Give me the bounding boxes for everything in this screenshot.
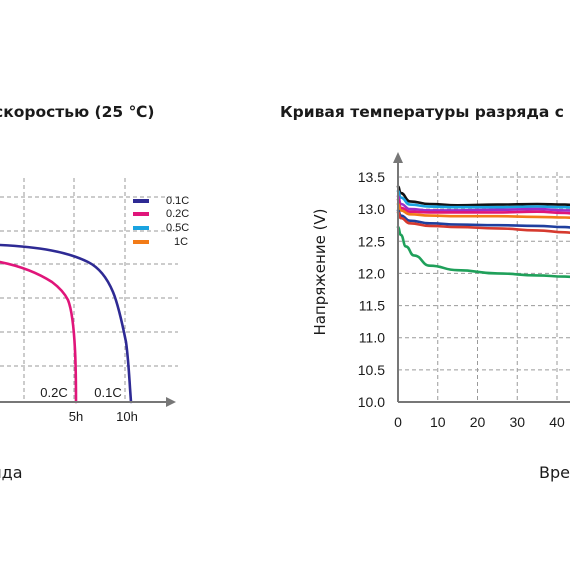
left-gridlines — [0, 178, 178, 402]
right-y-tick-label: 13.5 — [358, 169, 385, 185]
right-series-line-3 — [396, 198, 570, 215]
right-y-tick-label: 10.0 — [358, 394, 385, 410]
right-y-tick-label: 11.5 — [359, 298, 385, 314]
right-y-axis-arrow — [393, 152, 403, 163]
right-x-tick-label: 0 — [394, 414, 402, 430]
right-chart-title: Кривая температуры разряда с р — [280, 103, 570, 121]
right-y-tick-label: 12.0 — [358, 265, 385, 281]
left-x-axis-arrow — [166, 397, 176, 407]
right-y-tick-label: 13.0 — [358, 201, 385, 217]
legend-label-0-2c: 0.2C — [166, 208, 189, 220]
legend-swatch-0-2c — [133, 212, 149, 216]
left-x-tick-5h: 5h — [69, 409, 83, 424]
right-series-line-7 — [396, 225, 570, 279]
left-series-line-0-1C — [0, 243, 133, 404]
legend-swatch-0-1c — [133, 199, 149, 203]
right-series-line-6 — [396, 211, 570, 234]
right-x-tick-label: 30 — [509, 414, 525, 430]
right-x-tick-label: 20 — [470, 414, 486, 430]
legend-label-1c: 1C — [174, 236, 188, 248]
right-x-axis-caption: Вре — [539, 463, 570, 482]
right-y-tick-labels: 13.5 13.0 12.5 12.0 11.5 11.0 10.5 10.0 — [358, 169, 385, 410]
right-x-tick-label: 10 — [430, 414, 446, 430]
right-y-tick-label: 12.5 — [358, 233, 385, 249]
right-series-line-2 — [396, 195, 570, 212]
left-chart: 5h 10h 0.2C 0.1C 0.1C 0.2C 0.5C 1C — [0, 178, 189, 424]
left-curves — [0, 243, 133, 404]
right-curves — [396, 185, 570, 279]
left-series-line-0-2C — [0, 260, 78, 404]
legend-swatch-1c — [133, 240, 149, 244]
right-y-axis-label: Напряжение (V) — [311, 208, 329, 335]
legend-swatch-0-5c — [133, 226, 149, 230]
legend-label-0-1c: 0.1C — [166, 195, 189, 207]
right-series-line-4 — [396, 202, 570, 219]
right-series-line-0 — [396, 185, 570, 207]
right-y-tick-label: 11.0 — [359, 330, 385, 346]
right-chart: 13.5 13.0 12.5 12.0 11.5 11.0 10.5 10.0 0 10 20 30… — [311, 152, 570, 430]
right-series-line-1 — [396, 189, 570, 209]
left-x-axis-caption: яда — [0, 463, 23, 482]
right-x-tick-labels: 0 10 20 30 40 — [394, 414, 565, 430]
left-legend: 0.1C 0.2C 0.5C 1C — [133, 195, 189, 248]
left-x-tick-10h: 10h — [116, 409, 138, 424]
left-end-label-0-2c: 0.2C — [40, 385, 67, 400]
left-end-label-0-1c: 0.1C — [94, 385, 121, 400]
right-y-tick-label: 10.5 — [358, 362, 385, 378]
legend-label-0-5c: 0.5C — [166, 222, 189, 234]
right-series-line-5 — [396, 209, 570, 229]
left-chart-title: скоростью (25 ℃) — [0, 103, 154, 121]
right-x-tick-label: 40 — [549, 414, 565, 430]
